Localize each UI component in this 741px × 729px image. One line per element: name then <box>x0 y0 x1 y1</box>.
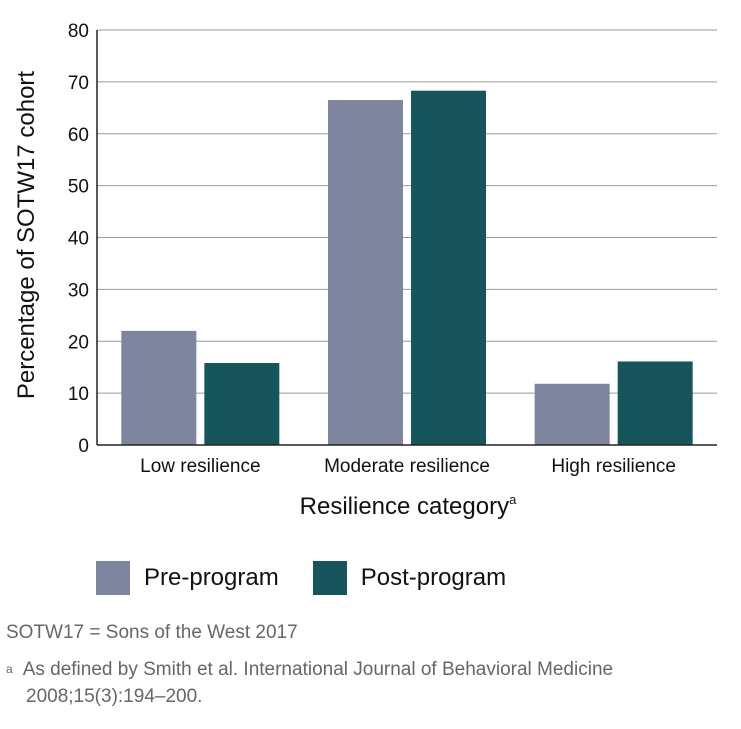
x-tick-label: Moderate resilience <box>324 456 490 477</box>
y-tick-label: 30 <box>68 280 89 301</box>
legend: Pre-program Post-program <box>96 561 540 595</box>
bar-pre-program-low-resilience <box>121 330 197 445</box>
y-tick-label: 0 <box>78 436 89 457</box>
abbreviation-footnote: SOTW17 = Sons of the West 2017 <box>6 622 298 643</box>
footnote-line-1: As defined by Smith et al. International… <box>22 659 614 680</box>
y-tick-label: 70 <box>68 73 89 94</box>
y-tick-label: 10 <box>68 384 89 405</box>
bar-pre-program-high-resilience <box>534 383 610 445</box>
footnote-marker: a <box>6 662 13 676</box>
bar-post-program-high-resilience <box>617 361 693 445</box>
y-axis-label: Percentage of SOTW17 cohort <box>13 71 40 399</box>
y-tick-label: 60 <box>68 125 89 146</box>
legend-label-post-program: Post-program <box>360 564 507 591</box>
gridlines <box>97 29 717 394</box>
legend-swatch-post-program <box>312 561 347 595</box>
bar-post-program-moderate-resilience <box>411 90 486 445</box>
x-axis-label-superscript: a <box>509 492 517 507</box>
footnote-line-2: 2008;15(3):194–200. <box>26 686 203 707</box>
bar-post-program-low-resilience <box>204 363 280 445</box>
y-tick-label: 50 <box>68 177 89 198</box>
legend-swatch-pre-program <box>96 561 130 595</box>
reference-footnote: a As defined by Smith et al. Internationa… <box>6 656 613 710</box>
y-tick-label: 40 <box>68 229 89 250</box>
x-tick-label: Low resilience <box>140 456 260 477</box>
x-axis-label: Resilience categorya <box>300 492 517 520</box>
legend-label-pre-program: Pre-program <box>144 564 279 591</box>
axes: 0 10 20 30 40 50 60 70 80 Low resilience Moderate … <box>68 21 717 477</box>
bar-chart: 0 10 20 30 40 50 60 70 80 Low resilience Moderate … <box>13 21 717 520</box>
y-tick-label: 80 <box>68 21 89 42</box>
legend-item-pre-program: Pre-program <box>96 561 279 595</box>
legend-item-post-program: Post-program <box>312 561 507 595</box>
bar-pre-program-moderate-resilience <box>328 100 403 445</box>
x-tick-label: High resilience <box>551 456 676 477</box>
bars <box>121 90 693 445</box>
y-tick-label: 20 <box>68 332 89 353</box>
